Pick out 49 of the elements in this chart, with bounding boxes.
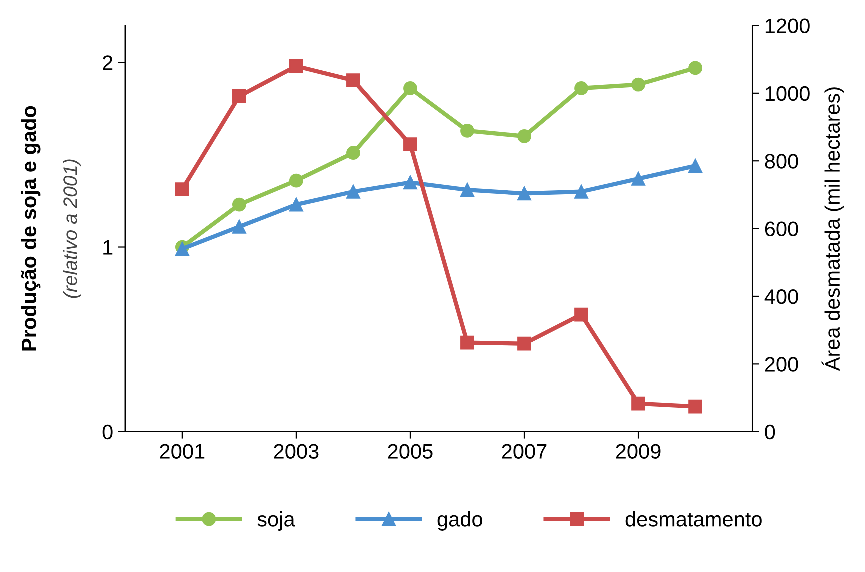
point [632,172,646,186]
point [404,138,418,152]
y-tick-label: 2 [103,56,113,70]
y2-axis-title: Área desmatada (mil hectares) [822,88,844,372]
point [404,176,418,190]
y2-tick-label: 1000 [766,86,810,102]
point [632,396,646,411]
x-tick-label: 2005 [388,444,433,459]
point [290,174,304,188]
point [290,59,304,74]
point [574,308,588,322]
legend-label: gado [438,512,482,531]
x-tick-label: 2003 [274,444,319,459]
point [346,146,360,160]
y2-tick-label: 800 [765,154,798,169]
y2-tick-label: 400 [764,289,798,304]
y2-tick-label: 200 [765,357,798,372]
point [518,130,532,144]
point [460,336,474,350]
point [574,82,588,96]
x-tick-label: 2007 [502,444,547,459]
y-tick-label: 0 [102,424,113,440]
point [404,82,418,96]
x-tick-label: 2009 [616,444,661,459]
point [518,186,532,201]
legend-label: desmatamento [626,512,762,527]
y-tick-label: 1 [104,240,113,255]
legend-label: soja [258,512,296,531]
y2-tick-label: 600 [765,222,798,237]
point [232,198,246,212]
point [175,182,190,196]
point [460,124,474,138]
point [518,336,532,351]
y2-tick-label: 0 [765,424,776,440]
point [232,220,246,234]
y-axis-title: Produção de soja e gado [21,106,41,351]
point [632,78,646,92]
point [688,400,702,414]
point [574,184,588,199]
point [346,74,360,88]
y2-tick-label: 1200 [766,18,810,34]
point [460,183,474,197]
point [688,61,702,76]
x-tick-label: 2001 [160,444,205,459]
point [688,159,702,173]
point [290,198,304,212]
point [232,90,246,104]
text: (relativo a 2001) [63,160,82,298]
point [346,184,360,199]
